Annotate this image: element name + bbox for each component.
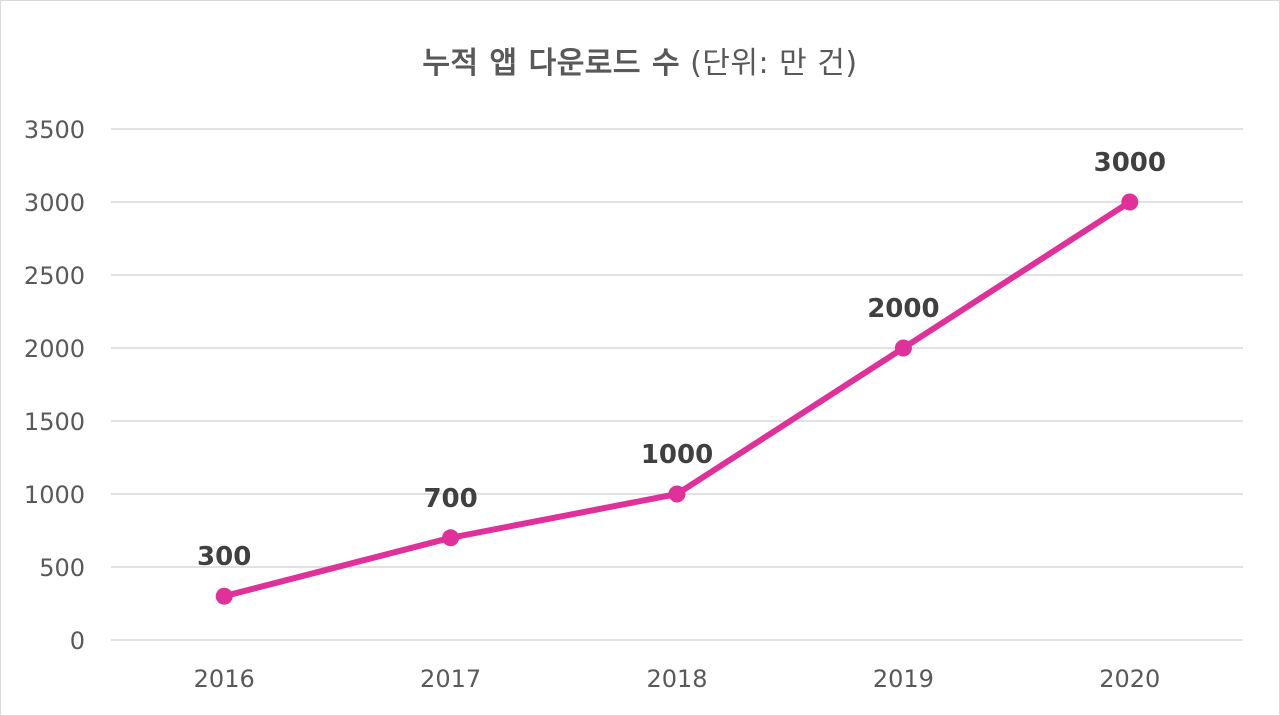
y-tick-label-500: 500	[39, 554, 85, 582]
x-tick-label-2017: 2017	[420, 665, 481, 693]
y-axis-ticks: 0 500 1000 1500 2000 2500 3000 3500	[24, 116, 85, 655]
chart-title-unit: (단위: 만 건)	[690, 46, 858, 81]
x-tick-label-2019: 2019	[873, 665, 934, 693]
x-tick-label-2020: 2020	[1099, 665, 1160, 693]
y-tick-label-1000: 1000	[24, 481, 85, 509]
x-axis-ticks: 2016 2017 2018 2019 2020	[194, 665, 1161, 693]
x-tick-label-2016: 2016	[194, 665, 255, 693]
series-line-0	[221, 199, 1133, 600]
chart-title-main: 누적 앱 다운로드 수	[422, 46, 681, 81]
chart-title: 누적 앱 다운로드 수 (단위: 만 건)	[0, 38, 1280, 82]
data-label-2017: 700	[423, 484, 477, 514]
y-tick-label-1500: 1500	[24, 408, 85, 436]
data-point-2018	[668, 485, 686, 503]
data-label-2016: 300	[197, 542, 251, 572]
x-tick-label-2018: 2018	[646, 665, 707, 693]
data-label-2019: 2000	[867, 294, 939, 324]
data-point-2016	[215, 587, 233, 605]
y-tick-label-2500: 2500	[24, 262, 85, 290]
data-point-2020	[1121, 193, 1139, 211]
series-layer	[215, 193, 1139, 605]
y-tick-label-3500: 3500	[24, 116, 85, 144]
data-labels: 300 700 1000 2000 3000	[197, 148, 1166, 572]
y-tick-label-2000: 2000	[24, 335, 85, 363]
gridlines	[111, 128, 1243, 641]
y-tick-label-3000: 3000	[24, 189, 85, 217]
y-tick-label-0: 0	[70, 627, 85, 655]
data-label-2020: 3000	[1094, 148, 1166, 178]
data-point-2019	[894, 339, 912, 357]
data-label-2018: 1000	[641, 440, 713, 470]
data-point-2017	[442, 529, 460, 547]
